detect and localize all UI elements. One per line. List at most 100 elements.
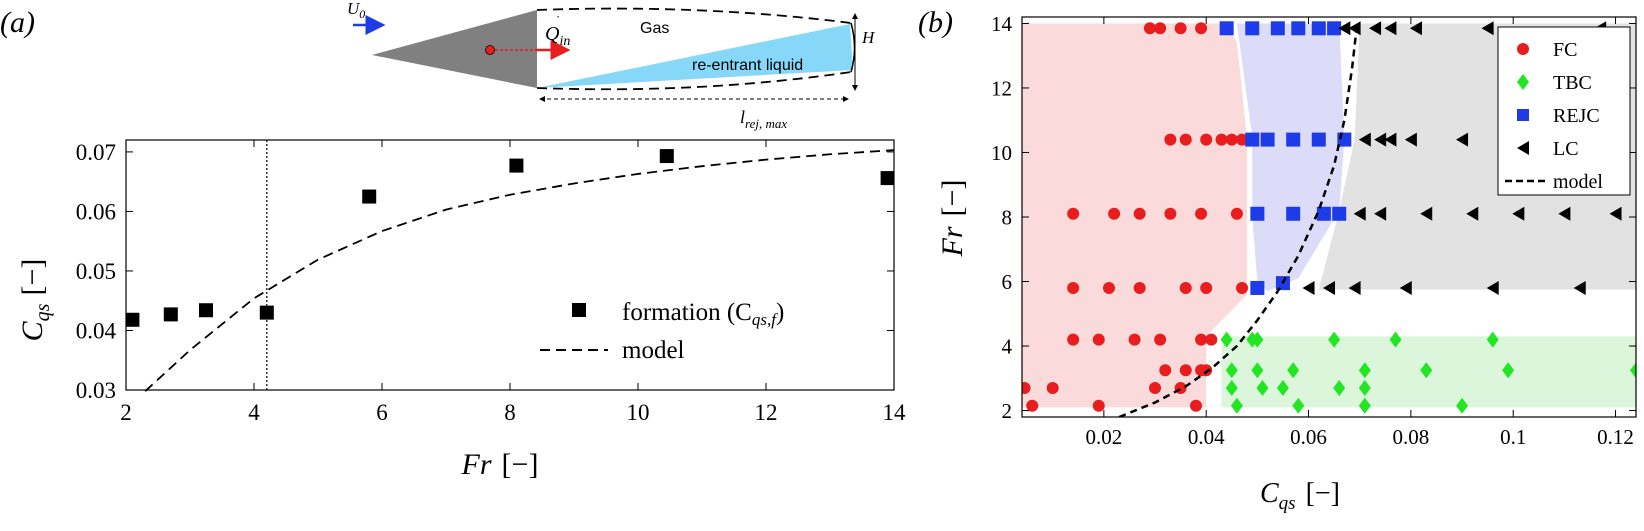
- chart-b-lc-point-3: [1399, 280, 1412, 295]
- chart-b-fc-point-33: [1225, 133, 1238, 146]
- chart-b-tbc-point-2: [1251, 331, 1264, 348]
- gas-label: Gas: [640, 20, 669, 37]
- chart-a-formation-c-point-6: [659, 149, 674, 164]
- length-label: lrej, max: [740, 107, 787, 131]
- chart-a-ytick-label-2: 0.05: [76, 259, 116, 284]
- chart-b-lc-point-8: [1420, 206, 1433, 221]
- legend-b-tbc-label: TBC: [1553, 72, 1592, 94]
- chart-b-fc-point-11: [1067, 333, 1080, 346]
- chart-b-lc-point-11: [1558, 206, 1571, 221]
- chart-b-fc-point-38: [1195, 22, 1208, 35]
- flux-dot-accent: •: [557, 15, 559, 21]
- chart-b-tbc-point-5: [1486, 331, 1499, 348]
- chart-a-formation-c-point-1: [163, 307, 178, 322]
- chart-b-tbc-point-20: [1358, 397, 1371, 414]
- chart-b-axes: 0.02 0.04 0.06 0.08 0.1 0.12 2 4 6 8 10 12 14: [991, 12, 1636, 449]
- legend-b-lc-label: LC: [1553, 138, 1579, 160]
- chart-b-rejc-point-5: [1332, 206, 1347, 221]
- chart-b-lc-point-6: [1353, 206, 1366, 221]
- chart-b-model-line: [1118, 23, 1359, 417]
- legend-a-model-label: model: [622, 337, 685, 364]
- chart-b-tbc-point-16: [1333, 379, 1346, 396]
- chart-b-region-1: [1236, 23, 1345, 292]
- chart-b-fc-point-10: [1200, 364, 1213, 377]
- cavity-bottom-boundary: [536, 71, 852, 91]
- re-entrant-liquid-region: [537, 24, 853, 88]
- chart-b-fc-point-18: [1102, 281, 1115, 294]
- chart-b-tbc-point-12: [1630, 362, 1636, 379]
- legend-b-rejc-marker: [1517, 109, 1529, 121]
- chart-b-lc-point-16: [1404, 132, 1417, 147]
- chart-b-xlabel: Cqs [−]: [1260, 478, 1340, 514]
- chart-b-rejc-point-13: [1270, 21, 1285, 36]
- chart-b-fc-point-36: [1154, 22, 1167, 35]
- chart-b-fc-point-13: [1128, 333, 1141, 346]
- chart-b-ytick-label-1: 4: [1002, 334, 1013, 358]
- chart-b-rejc-point-6: [1245, 132, 1260, 147]
- chart-b-tbc-point-3: [1328, 331, 1341, 348]
- chart-a-xtick-label-5: 12: [755, 400, 778, 425]
- chart-b-fc-point-26: [1164, 207, 1177, 220]
- chart-b-tbc-point-9: [1358, 362, 1371, 379]
- legend-a-formation-label: formation (Cqs,f): [622, 299, 784, 329]
- chart-a-model-line: [144, 149, 894, 392]
- chart-b-xtick-label-2: 0.06: [1290, 425, 1327, 449]
- chart-a-frame: [125, 139, 895, 391]
- chart-b-tbc-point-19: [1292, 397, 1305, 414]
- chart-b-rejc-point-11: [1219, 21, 1234, 36]
- chart-a-ytick-label-3: 0.06: [76, 199, 116, 224]
- chart-b-lc-point-17: [1456, 132, 1469, 147]
- chart-b-lc-point-0: [1302, 280, 1315, 295]
- chart-b-rejc-point-3: [1286, 206, 1301, 221]
- chart-b-fc-point-7: [1179, 364, 1192, 377]
- chart-b-fc-point-29: [1164, 133, 1177, 146]
- cavity-schematic: U0 Qin • Gas re-entrant liquid H lrej, m…: [347, 0, 876, 131]
- chart-b-tbc-point-0: [1220, 331, 1233, 348]
- legend-b-rejc-label: REJC: [1553, 105, 1600, 127]
- air-flux-label: Qin: [545, 23, 570, 49]
- chart-a-ylabel: Cqs[−]: [16, 259, 54, 342]
- chart-b-ytick-label-2: 6: [1002, 270, 1013, 294]
- chart-b-fc-point-20: [1179, 281, 1192, 294]
- chart-b-tbc-point-11: [1502, 362, 1515, 379]
- chart-b-lc-point-21: [1348, 21, 1361, 36]
- chart-b-fc-point-8: [1189, 399, 1202, 412]
- chart-b-rejc-point-2: [1250, 206, 1265, 221]
- chart-b-xtick-label-3: 0.08: [1392, 425, 1429, 449]
- chart-a: 2 4 6 8 10 12 14 0.03 0.04 0.05 0.06 0.07 Cqs[−] Fr…: [16, 139, 906, 481]
- chart-a-ytick-label-0: 0.03: [76, 378, 116, 403]
- chart-a-formation-c-point-3: [259, 305, 274, 320]
- legend-b-model-label: model: [1553, 171, 1603, 193]
- chart-b-rejc-point-4: [1316, 206, 1331, 221]
- chart-a-xtick-label-1: 4: [248, 400, 260, 425]
- chart-b-fc-point-15: [1195, 333, 1208, 346]
- chart-b-tbc-point-14: [1256, 379, 1269, 396]
- height-label: H: [861, 28, 876, 47]
- chart-b-rejc-point-14: [1291, 21, 1306, 36]
- chart-a-ytick-label-4: 0.07: [76, 140, 116, 165]
- chart-b-rejc-point-0: [1250, 280, 1265, 295]
- chart-a-formation-c-point-0: [126, 312, 140, 327]
- chart-b-fc-point-2: [1046, 381, 1059, 394]
- wedge-shape: [372, 10, 537, 88]
- chart-b-fc-point-24: [1108, 207, 1121, 220]
- chart-b-fc-point-16: [1205, 333, 1218, 346]
- chart-b-tbc-point-10: [1420, 362, 1433, 379]
- chart-b-fc-point-34: [1236, 133, 1249, 146]
- legend-b-lc-marker: [1517, 141, 1529, 155]
- chart-b-tbc-point-7: [1251, 362, 1264, 379]
- panel-label-a: (a): [0, 6, 35, 39]
- chart-b-fc-point-23: [1067, 207, 1080, 220]
- chart-b-fc-point-14: [1154, 333, 1167, 346]
- chart-a-axes: 2 4 6 8 10 12 14 0.03 0.04 0.05 0.06 0.07: [76, 140, 906, 425]
- chart-b-xtick-label-1: 0.04: [1188, 425, 1225, 449]
- chart-b-tbc-point-4: [1389, 331, 1402, 348]
- chart-b-fc-point-1: [1026, 399, 1039, 412]
- cavity-top-boundary: [536, 7, 852, 24]
- chart-b-fc-point-21: [1200, 281, 1213, 294]
- chart-b-fc-point-27: [1195, 207, 1208, 220]
- liquid-label: re-entrant liquid: [692, 57, 803, 74]
- velocity-label: U0: [347, 0, 365, 21]
- chart-b-lc-point-24: [1409, 21, 1422, 36]
- chart-b-lc-point-10: [1512, 206, 1525, 221]
